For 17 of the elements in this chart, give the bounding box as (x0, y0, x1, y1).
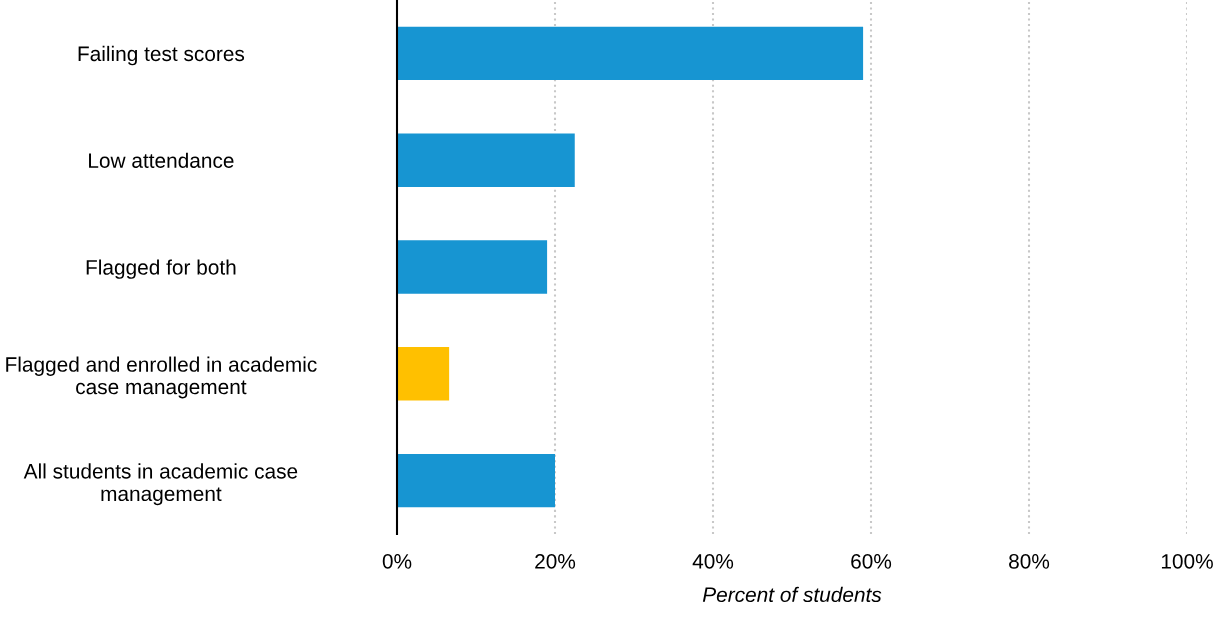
x-tick-label: 20% (535, 553, 576, 569)
x-tick-label: 80% (1009, 553, 1050, 569)
y-tick-label: Failing test scores (78, 45, 245, 66)
bar (397, 133, 575, 187)
x-axis-title: Percent of students (702, 586, 882, 603)
y-tick-label: Flagged for both (86, 259, 236, 279)
x-tick-label: 0% (382, 553, 412, 569)
bar (397, 240, 548, 294)
y-tick-label: Low attendance (89, 152, 234, 168)
x-tick-label: 40% (692, 553, 734, 569)
bar (397, 347, 450, 401)
x-tick-label: 60% (851, 553, 892, 569)
bar (397, 453, 555, 508)
bar (397, 26, 864, 81)
y-tick-label: All students in academic case management (23, 463, 298, 506)
y-tick-label: Flagged and enrolled in academic case management (6, 356, 317, 399)
x-tick-label: 100% (1161, 553, 1213, 569)
